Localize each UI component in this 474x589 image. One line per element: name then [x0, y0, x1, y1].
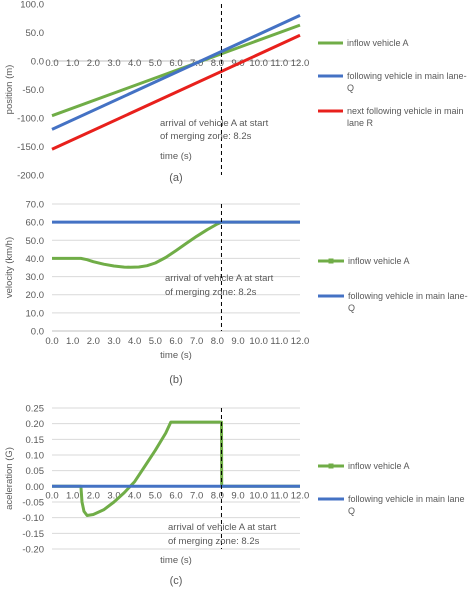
series-line-1 [51, 23, 301, 118]
y-tick-label: 0.0 [31, 327, 44, 338]
x-tick-label: 12.0 [291, 490, 310, 501]
x-tick-label: 11.0 [270, 58, 288, 69]
x-tick-label: 12.0 [291, 58, 310, 69]
y-axis-label: velocity (km/h) [4, 237, 15, 298]
annotation-line-1: arrival of vehicle A at start [165, 273, 274, 284]
x-tick-label: 7.0 [190, 336, 203, 347]
y-tick-label: 0.25 [26, 404, 45, 415]
y-tick-label: 40.0 [26, 254, 45, 265]
y-tick-label: 60.0 [26, 218, 45, 229]
x-tick-label: 7.0 [190, 490, 203, 501]
annotation-line-1: arrival of vehicle A at start [160, 118, 269, 129]
panel-caption: (c) [170, 575, 183, 587]
x-tick-label: 4.0 [128, 336, 141, 347]
x-tick-label: 6.0 [169, 58, 182, 69]
chart-panel-3: 0.25 0.20 0.15 0.10 0.05 0.00 -0.05 -0.10 -0.15 -… [4, 404, 465, 588]
y-tick-label: 30.0 [26, 272, 45, 283]
x-axis-label: time (s) [160, 350, 192, 361]
panel-caption: (a) [169, 172, 182, 184]
y-tick-label: -0.10 [22, 513, 44, 524]
x-tick-label: 0.0 [45, 336, 58, 347]
x-tick-label: 4.0 [128, 490, 141, 501]
y-axis-label: position (m) [4, 65, 15, 115]
y-tick-label: -200.0 [17, 171, 44, 182]
x-tick-label: 6.0 [169, 336, 182, 347]
x-tick-label: 3.0 [107, 336, 120, 347]
x-tick-label: 10.0 [249, 336, 268, 347]
panel-caption: (b) [169, 374, 182, 386]
x-tick-label: 8.0 [211, 490, 224, 501]
y-tick-label: 50.0 [26, 236, 45, 247]
x-tick-label: 1.0 [66, 336, 79, 347]
legend-marker [328, 463, 334, 469]
y-tick-label: 0.20 [26, 419, 45, 430]
x-tick-label: 6.0 [169, 490, 182, 501]
series-line-3 [51, 33, 301, 151]
y-tick-label: -0.05 [22, 498, 44, 509]
y-tick-label: 0.00 [26, 482, 45, 493]
x-tick-label: 0.0 [45, 58, 58, 69]
x-tick-label: 4.0 [128, 58, 141, 69]
chart-panel-2: 70.0 60.0 50.0 40.0 30.0 20.0 10.0 0.00.0 1.0 2.0… [4, 200, 468, 387]
x-tick-label: 11.0 [270, 490, 288, 501]
legend-label-2-line-2: Q [348, 506, 355, 516]
x-tick-label: 12.0 [291, 336, 310, 347]
y-tick-label: 0.15 [26, 435, 45, 446]
x-tick-label: 2.0 [87, 336, 100, 347]
x-axis-label: time (s) [160, 555, 192, 566]
y-tick-label: 100.0 [20, 0, 44, 11]
y-tick-label: -100.0 [17, 114, 44, 125]
x-tick-label: 9.0 [231, 490, 244, 501]
x-tick-label: 5.0 [149, 58, 162, 69]
x-tick-label: 5.0 [149, 336, 162, 347]
x-axis-label: time (s) [160, 151, 192, 162]
series-line-1 [52, 420, 300, 517]
annotation-line-2: of merging zone: 8.2s [168, 536, 260, 547]
x-tick-label: 9.0 [231, 336, 244, 347]
y-tick-label: -50.0 [22, 85, 44, 96]
x-tick-label: 5.0 [149, 490, 162, 501]
legend-label-2-line-1: following vehicle in main lane- [347, 71, 467, 81]
legend-label-2-line-1: following vehicle in main lane [348, 494, 465, 504]
x-tick-label: 11.0 [270, 336, 288, 347]
legend-label-2-line-2: Q [347, 83, 354, 93]
legend-marker [328, 258, 334, 264]
legend-label-1: inflow vehicle A [347, 38, 409, 48]
x-tick-label: 10.0 [249, 58, 268, 69]
series-line-1 [52, 220, 300, 269]
legend-label-2-line-1: following vehicle in main lane- [348, 291, 468, 301]
x-tick-label: 0.0 [45, 490, 58, 501]
x-tick-label: 2.0 [87, 58, 100, 69]
legend-label-2-line-2: Q [348, 303, 355, 313]
y-tick-label: -150.0 [17, 142, 44, 153]
y-tick-label: -0.15 [22, 529, 44, 540]
annotation-line-1: arrival of vehicle A at start [168, 522, 277, 533]
y-tick-label: 0.05 [26, 466, 45, 477]
x-tick-label: 3.0 [107, 58, 120, 69]
y-tick-label: 70.0 [26, 200, 45, 211]
y-tick-label: 0.10 [26, 451, 45, 462]
y-tick-label: 20.0 [26, 290, 45, 301]
x-tick-label: 2.0 [87, 490, 100, 501]
x-tick-label: 8.0 [211, 336, 224, 347]
chart-panel-1: 100.0 50.0 0.0 -50.0 -100.0 -150.0 -200.0 0.0 1.… [4, 0, 467, 184]
y-tick-label: 10.0 [26, 308, 45, 319]
series-line-2 [51, 14, 301, 131]
x-tick-label: 3.0 [107, 490, 120, 501]
y-axis-label: aceleration (G) [4, 447, 15, 510]
y-tick-label: -0.20 [22, 545, 44, 556]
legend-label-1: inflow vehicle A [348, 256, 410, 266]
annotation-line-2: of merging zone: 8.2s [165, 287, 257, 298]
x-tick-label: 10.0 [249, 490, 268, 501]
annotation-line-2: of merging zone: 8.2s [160, 131, 252, 142]
legend-label-3-line-2: lane R [347, 118, 374, 128]
x-tick-label: 1.0 [66, 58, 79, 69]
y-tick-label: 50.0 [26, 28, 45, 39]
legend-label-1: inflow vehicle A [348, 461, 410, 471]
x-tick-label: 8.0 [211, 58, 224, 69]
x-tick-label: 1.0 [66, 490, 79, 501]
y-tick-label: 0.0 [31, 57, 44, 68]
legend-label-3-line-1: next following vehicle in main [347, 106, 464, 116]
